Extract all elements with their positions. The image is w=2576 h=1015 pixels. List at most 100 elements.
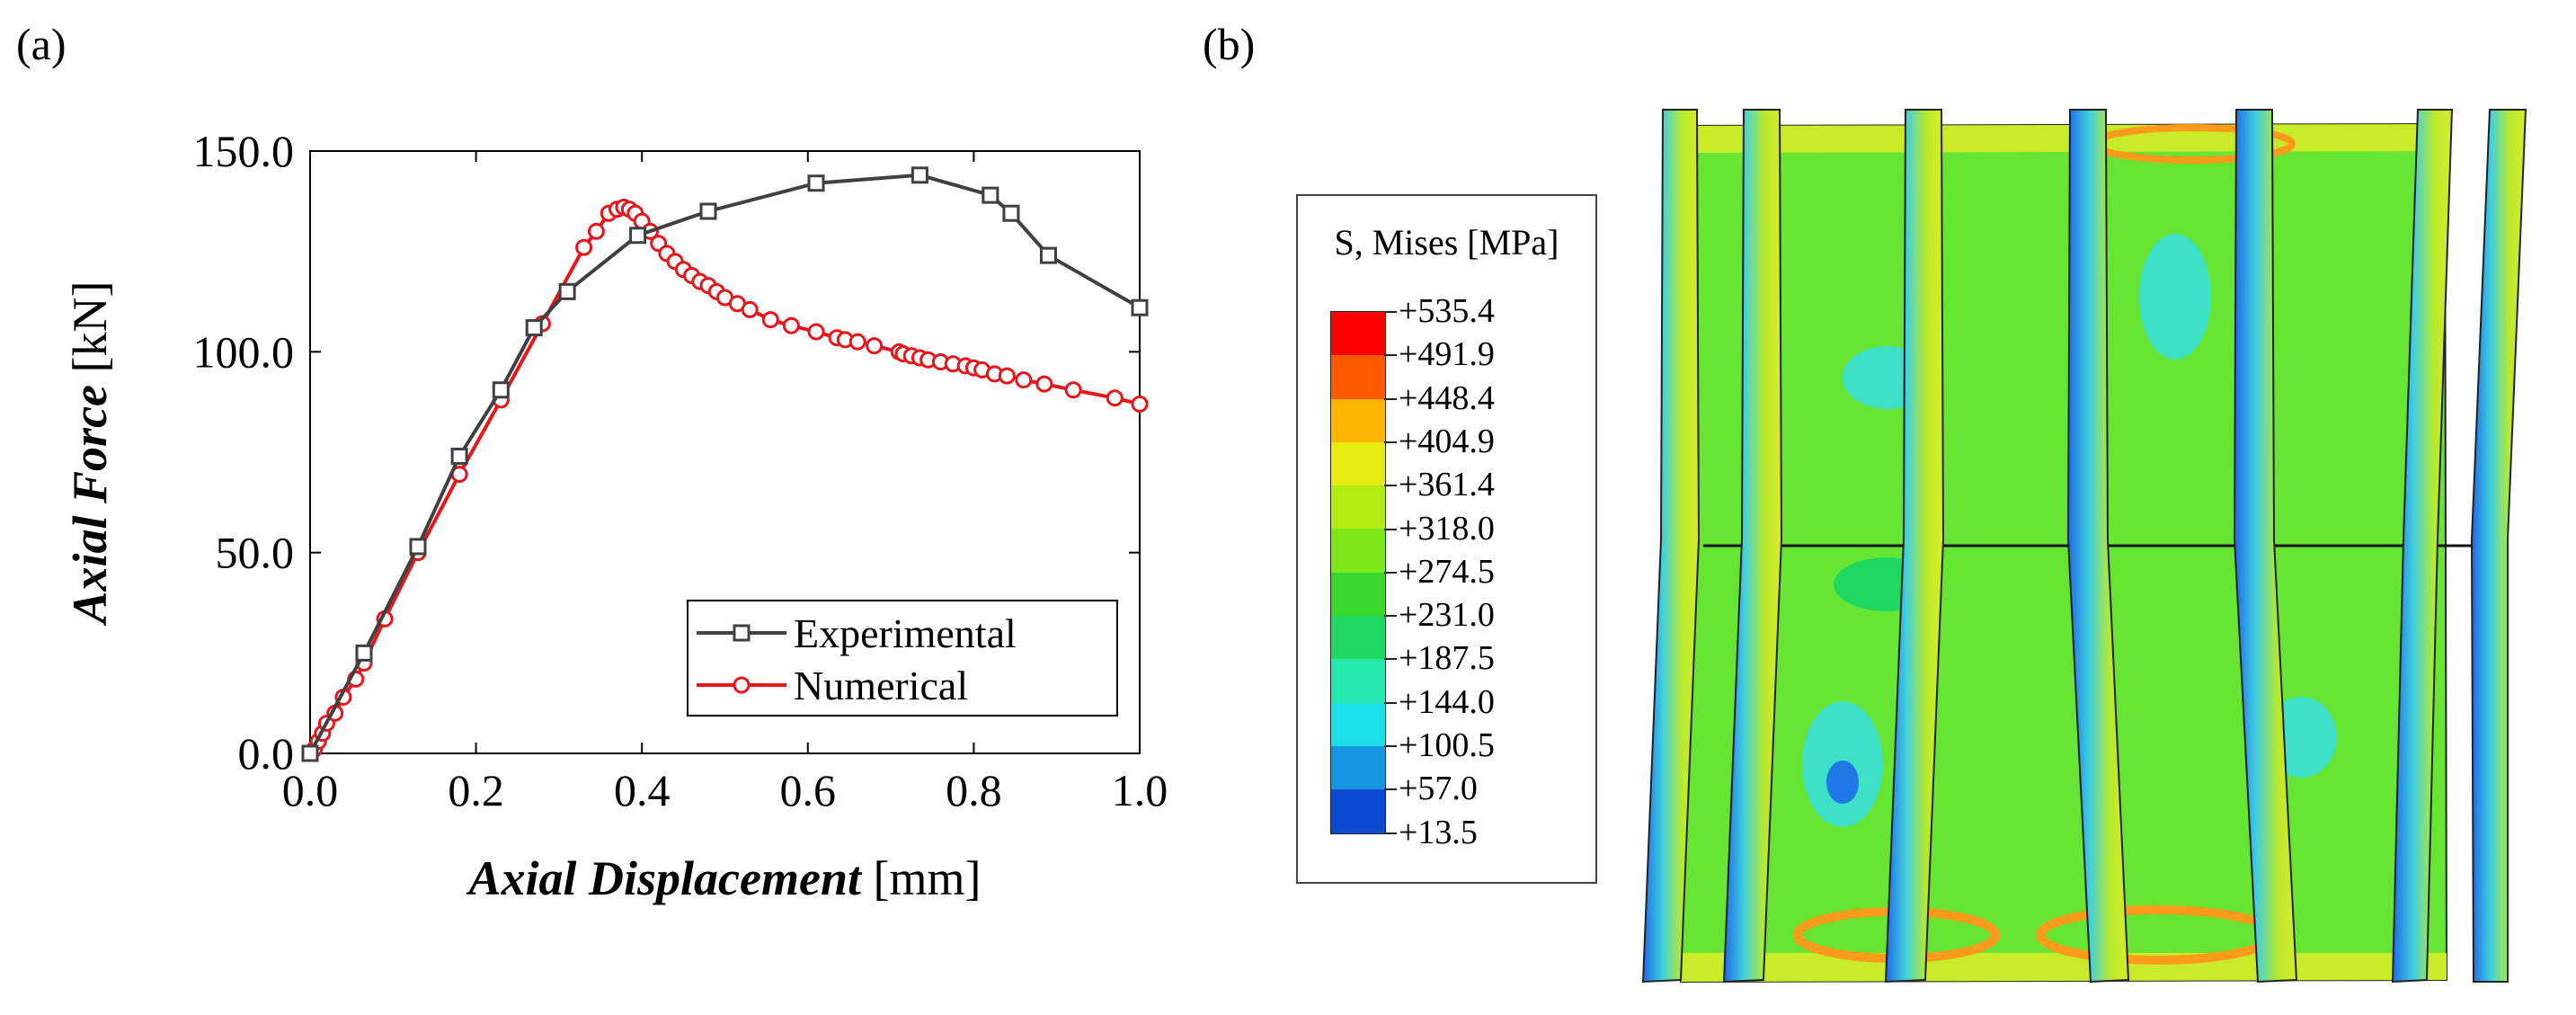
data-point-experimental xyxy=(699,202,717,220)
legend-label-numerical: Numerical xyxy=(794,663,968,708)
x-tick-label: 0.0 xyxy=(282,765,339,815)
y-axis-label: Axial Force [kN] xyxy=(63,281,117,627)
stiffener-rib xyxy=(2391,109,2454,984)
data-point-numerical xyxy=(575,238,593,256)
data-point-experimental xyxy=(525,319,543,337)
colorbar-tick xyxy=(1384,701,1397,704)
stiffener-rib xyxy=(2066,109,2130,984)
colorbar-tick xyxy=(1384,745,1397,747)
data-point-experimental xyxy=(1002,204,1020,222)
data-point-numerical xyxy=(998,367,1016,385)
stiffener-rib xyxy=(1641,109,1701,984)
colorbar-level-label: +100.5 xyxy=(1399,726,1495,764)
stiffener-ribs xyxy=(1641,109,2527,984)
low-stress-region xyxy=(2139,234,2211,360)
colorbar-tick xyxy=(1384,658,1397,661)
y-tick-label: 100.0 xyxy=(193,326,295,377)
colorbar-level-label: +448.4 xyxy=(1399,378,1495,417)
data-point-numerical xyxy=(587,222,605,240)
colorbar-level-label: +318.0 xyxy=(1399,509,1495,548)
stiffener-rib xyxy=(1884,109,1945,984)
plot-frame xyxy=(309,150,1141,754)
stiffener-rib xyxy=(2233,109,2298,984)
colorbar-band xyxy=(1331,441,1385,486)
colorbar-tick xyxy=(1384,832,1397,834)
colorbar-band xyxy=(1331,529,1385,573)
data-point-experimental xyxy=(807,174,825,192)
data-point-experimental xyxy=(910,166,928,184)
x-tick-label: 1.0 xyxy=(1112,765,1168,815)
colorbar-level-label: +231.0 xyxy=(1399,596,1495,635)
colorbar-tick xyxy=(1384,354,1397,357)
x-tick-label: 0.6 xyxy=(780,765,837,815)
low-stress-region xyxy=(1826,761,1859,804)
legend-box xyxy=(687,600,1118,717)
data-point-experimental xyxy=(1131,298,1149,316)
legend-marker-experimental xyxy=(733,624,751,642)
colorbar-band xyxy=(1331,398,1385,442)
colorbar-level-label: +13.5 xyxy=(1399,813,1478,851)
stiffener-rib xyxy=(2470,109,2527,983)
y-tick-label: 50.0 xyxy=(216,528,295,578)
data-point-experimental xyxy=(629,227,647,245)
colorbar-level-label: +144.0 xyxy=(1399,682,1495,721)
data-point-experimental xyxy=(355,644,373,662)
colorbar-level-label: +57.0 xyxy=(1399,770,1478,808)
colorbar-band xyxy=(1331,659,1385,703)
panel-label-b: (b) xyxy=(1203,19,1256,69)
contour-legend: S, Mises [MPa] +535.4 +491.9 +448.4 +404.9 +… xyxy=(1296,194,1597,884)
colorbar-tick xyxy=(1384,397,1397,400)
colorbar-level-label: +361.4 xyxy=(1399,466,1495,504)
data-point-numerical xyxy=(1106,389,1124,407)
colorbar-tick xyxy=(1384,571,1397,574)
data-point-numerical xyxy=(848,333,866,351)
colorbar-band xyxy=(1331,702,1385,746)
data-point-numerical xyxy=(1064,381,1082,399)
data-point-numerical xyxy=(761,311,779,329)
colorbar-band xyxy=(1331,355,1385,399)
data-point-numerical xyxy=(1015,371,1033,389)
colorbar-band xyxy=(1331,616,1385,660)
stiffener-rib xyxy=(1722,109,1783,984)
data-point-numerical xyxy=(741,300,759,318)
colorbar-band xyxy=(1331,745,1385,790)
x-tick-label: 0.8 xyxy=(946,765,1002,815)
colorbar-level-label: +187.5 xyxy=(1399,639,1495,678)
colorbar-tick xyxy=(1384,788,1397,791)
x-tick-label: 0.4 xyxy=(614,765,671,815)
colorbar-level-label: +404.9 xyxy=(1399,422,1495,460)
colorbar-band xyxy=(1331,572,1385,617)
data-point-experimental xyxy=(301,744,319,762)
colorbar-band xyxy=(1331,789,1385,833)
colorbar-level-label: +274.5 xyxy=(1399,552,1495,591)
colorbar-tick xyxy=(1384,311,1397,313)
axial-force-chart: 0.0 0.2 0.4 0.6 0.8 1.0 0.0 50.0 100.0 150.0 Expe… xyxy=(63,126,1168,905)
data-point-experimental xyxy=(450,447,468,465)
data-point-experimental xyxy=(1039,246,1057,264)
data-point-experimental xyxy=(558,282,576,300)
x-axis-label: Axial Displacement [mm] xyxy=(466,851,982,905)
panel-label-a: (a) xyxy=(16,19,67,69)
colorbar-band xyxy=(1331,312,1385,356)
data-point-numerical xyxy=(807,323,825,341)
colorbar-tick xyxy=(1384,615,1397,618)
data-point-numerical xyxy=(1035,375,1053,393)
colorbar-level-label: +491.9 xyxy=(1399,335,1495,374)
legend-marker-numerical xyxy=(733,676,751,694)
data-point-experimental xyxy=(982,186,999,204)
colorbar-tick xyxy=(1384,528,1397,530)
x-tick-label: 0.2 xyxy=(448,765,504,815)
data-point-experimental xyxy=(492,381,510,399)
legend-label-experimental: Experimental xyxy=(794,610,1017,656)
colorbar-tick xyxy=(1384,441,1397,443)
data-point-numerical xyxy=(1131,395,1149,413)
contour-legend-title: S, Mises [MPa] xyxy=(1334,222,1559,263)
colorbar-band xyxy=(1331,485,1385,530)
y-tick-label: 150.0 xyxy=(193,126,295,176)
data-point-experimental xyxy=(409,538,427,556)
data-point-numerical xyxy=(782,316,800,334)
contour-colorbar xyxy=(1330,311,1386,834)
data-point-numerical xyxy=(866,337,884,355)
colorbar-tick xyxy=(1384,485,1397,487)
